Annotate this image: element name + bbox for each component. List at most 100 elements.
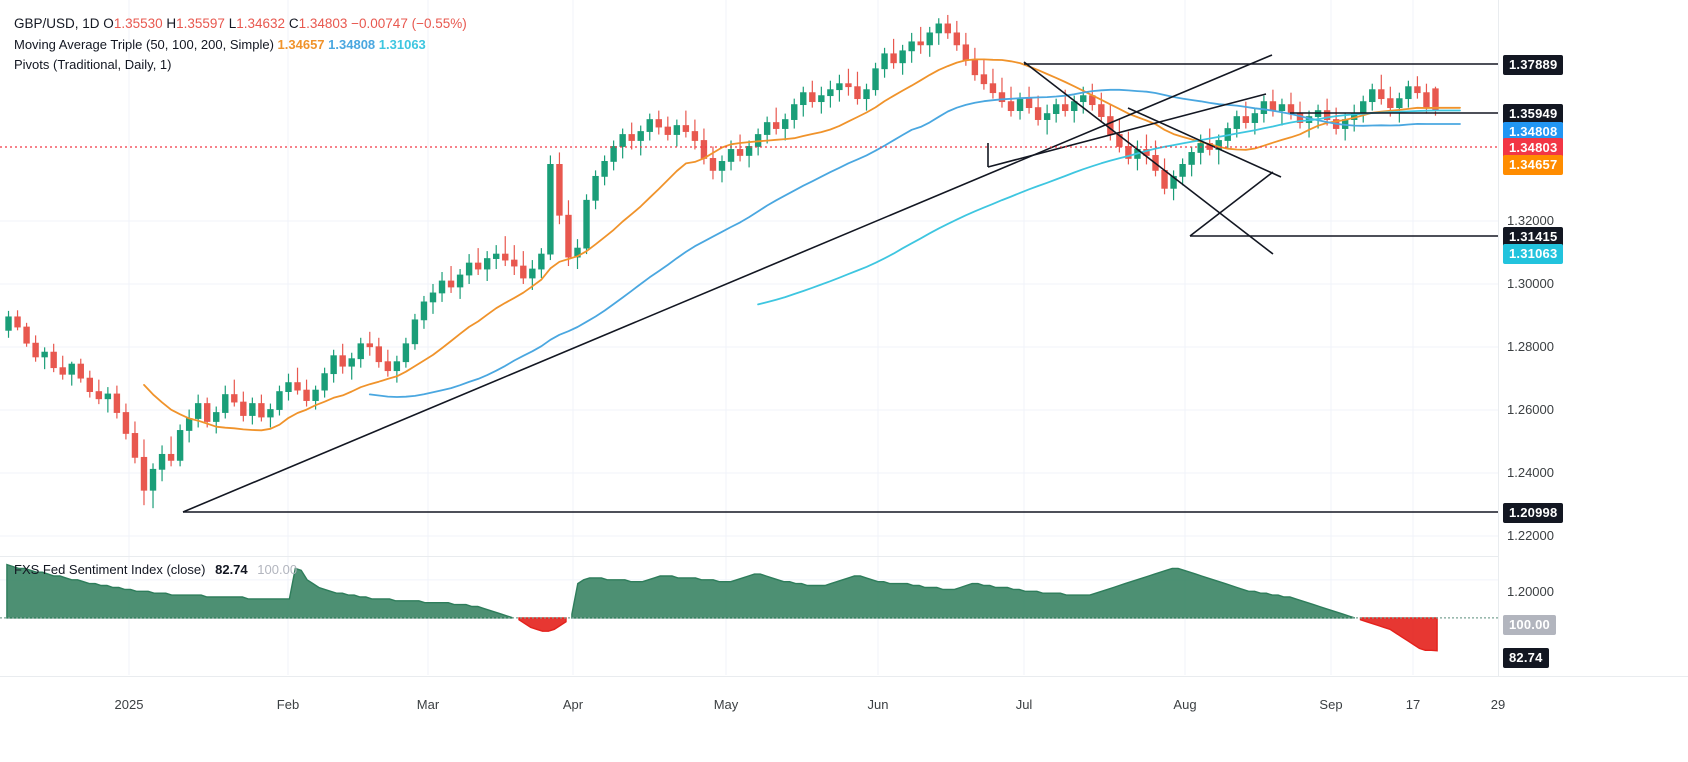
candle-body <box>1125 146 1132 159</box>
trend-lines <box>182 54 1282 513</box>
candle-body <box>411 319 419 345</box>
candle-body <box>989 83 997 94</box>
candle-body <box>348 358 355 367</box>
candle-body <box>944 23 951 34</box>
candle-body <box>339 355 346 367</box>
trend-line[interactable] <box>1127 107 1282 178</box>
candle-body <box>845 83 852 88</box>
time-scale[interactable]: 2025 Feb Mar Apr May Jun Jul Aug Sep 17 29 <box>0 676 1688 762</box>
indicator-axis-badge[interactable]: 100.00 <box>1503 615 1556 635</box>
candle-body <box>863 89 870 100</box>
price-axis-tick: 1.20000 <box>1507 584 1554 599</box>
trend-line[interactable] <box>182 54 1273 513</box>
legend-ma200-value: 1.31063 <box>378 36 426 52</box>
price-axis-badge[interactable]: 1.31063 <box>1503 244 1564 264</box>
candle-body <box>1405 86 1412 100</box>
candle-body <box>68 363 75 375</box>
candle-body <box>1242 116 1250 123</box>
candle-body <box>1360 101 1367 114</box>
candle-body <box>456 274 464 288</box>
candle-body <box>1323 110 1331 120</box>
time-axis-tick: Jun <box>867 697 889 712</box>
candle-body <box>204 403 211 422</box>
time-axis-tick: Aug <box>1173 697 1197 712</box>
candle-body <box>592 175 599 201</box>
time-axis-tick: Jul <box>1015 697 1033 712</box>
price-axis-badge[interactable]: 1.34808 <box>1503 122 1564 142</box>
candle-body <box>1080 95 1087 103</box>
candle-body <box>420 301 428 321</box>
candle-body <box>185 418 193 431</box>
candle-body <box>637 131 644 141</box>
candle-body <box>1269 101 1277 112</box>
candle-body <box>375 346 383 363</box>
candle-body <box>1378 89 1385 100</box>
candle-body <box>41 351 48 358</box>
candle-body <box>50 351 57 369</box>
candle-body <box>1016 98 1024 112</box>
candle-body <box>1387 98 1394 109</box>
candle-body <box>727 149 735 162</box>
price-chart-pane[interactable] <box>0 0 1498 556</box>
trend-line[interactable] <box>1189 171 1274 237</box>
sentiment-indicator-svg[interactable] <box>0 557 1498 675</box>
price-axis-tick: 1.22000 <box>1507 528 1554 543</box>
ma50-line <box>143 58 1461 432</box>
candle-body <box>1116 134 1123 147</box>
legend-symbol[interactable]: GBP/USD, 1D <box>14 16 100 31</box>
candle-body <box>493 253 500 259</box>
candle-body <box>438 280 446 294</box>
legend-low-value: 1.34632 <box>236 16 286 31</box>
candle-body <box>908 41 915 52</box>
trend-line[interactable] <box>1023 61 1274 255</box>
candle-body <box>745 146 753 156</box>
candle-body <box>809 92 816 103</box>
price-axis-tick: 1.26000 <box>1507 402 1554 417</box>
pane-separator <box>0 556 1498 557</box>
indicator-value: 82.74 <box>215 562 248 577</box>
candle-body <box>709 158 717 171</box>
candle-body <box>402 343 410 363</box>
price-scale[interactable]: 1.32000 1.30000 1.28000 1.26000 1.24000 1.220… <box>1498 0 1688 676</box>
candle-body <box>502 253 509 261</box>
price-chart-svg[interactable] <box>0 0 1498 556</box>
candle-body <box>881 53 888 70</box>
legend-pivots-row[interactable]: Pivots (Traditional, Daily, 1) <box>14 55 467 75</box>
price-axis-badge[interactable]: 1.34657 <box>1503 155 1564 175</box>
price-axis-badge[interactable]: 1.37889 <box>1503 55 1564 75</box>
candle-body <box>763 122 771 135</box>
price-axis-badge[interactable]: 1.34803 <box>1503 138 1564 158</box>
trend-line[interactable] <box>987 93 1267 168</box>
legend-high-value: 1.35597 <box>176 16 225 31</box>
legend-ma100-value: 1.34808 <box>328 36 376 52</box>
time-axis-tick: May <box>713 697 739 712</box>
candle-body <box>1278 104 1286 112</box>
legend-ma50-value: 1.34657 <box>277 36 325 52</box>
legend-ma-row[interactable]: Moving Average Triple (50, 100, 200, Sim… <box>14 35 467 55</box>
candle-body <box>872 68 879 91</box>
candle-body <box>267 409 274 418</box>
legend-close-value: 1.34803 <box>298 16 348 31</box>
candle-body <box>140 456 148 491</box>
legend-open-label: O <box>103 16 114 31</box>
candle-body <box>167 453 175 461</box>
price-axis-badge[interactable]: 1.31415 <box>1503 227 1564 247</box>
indicator-axis-badge[interactable]: 82.74 <box>1503 648 1549 668</box>
candle-body <box>800 92 807 106</box>
candle-body <box>529 268 536 279</box>
candle-body <box>122 412 130 434</box>
candle-body <box>1396 98 1403 109</box>
price-axis-badge[interactable]: 1.35949 <box>1503 104 1564 124</box>
price-axis-badge[interactable]: 1.20998 <box>1503 503 1564 523</box>
candle-body <box>59 367 66 375</box>
sentiment-indicator-pane[interactable] <box>0 557 1498 675</box>
indicator-legend[interactable]: FXS Fed Sentiment Index (close) 82.74 10… <box>14 562 297 577</box>
candle-body <box>104 393 112 400</box>
candle-body <box>474 262 482 270</box>
candle-body <box>736 149 744 156</box>
legend-close-label: C <box>288 16 299 31</box>
candle-body <box>1061 104 1069 112</box>
candle-body <box>1043 113 1051 120</box>
candle-body <box>77 363 84 379</box>
candlestick-series[interactable] <box>5 14 1439 509</box>
